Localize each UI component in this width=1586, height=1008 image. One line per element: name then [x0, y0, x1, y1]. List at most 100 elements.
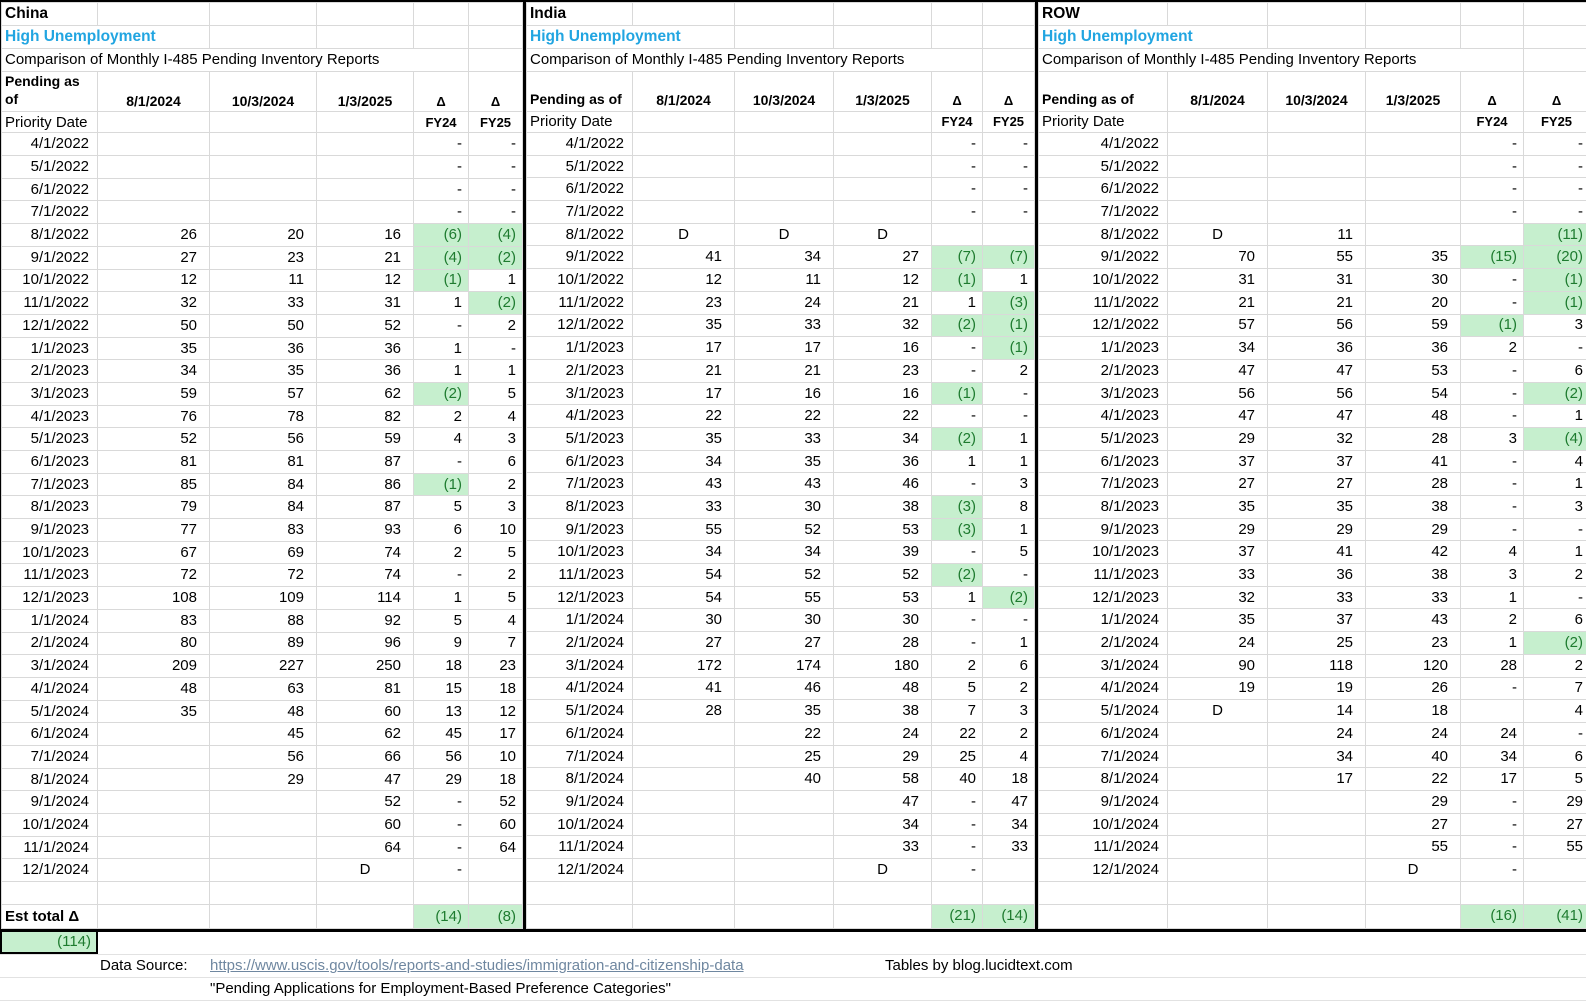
value-cell[interactable]: 33 [734, 313, 834, 338]
cell-empty[interactable] [316, 2, 414, 26]
cell-empty[interactable] [97, 904, 210, 930]
priority-date-cell[interactable]: 10/1/2024 [1, 813, 98, 837]
value-cell[interactable]: - [1460, 812, 1524, 837]
value-cell[interactable]: 48 [833, 676, 932, 701]
value-cell[interactable]: 22 [833, 404, 932, 428]
report-date-header[interactable]: 10/3/2024 [209, 70, 317, 113]
value-cell[interactable] [1167, 721, 1268, 746]
value-cell[interactable]: (3) [931, 517, 983, 542]
value-cell[interactable]: 20 [209, 223, 317, 247]
value-cell[interactable]: - [982, 177, 1035, 202]
report-date-header[interactable]: 10/3/2024 [734, 71, 834, 112]
value-cell[interactable]: 18 [413, 654, 469, 678]
priority-date-cell[interactable]: 1/1/2023 [1, 336, 98, 361]
value-cell[interactable]: - [413, 313, 469, 338]
value-cell[interactable] [209, 835, 317, 860]
value-cell[interactable]: 59 [316, 427, 414, 451]
value-cell[interactable]: 35 [1365, 245, 1461, 270]
cell-empty[interactable] [316, 111, 414, 134]
value-cell[interactable]: 114 [316, 586, 414, 610]
value-cell[interactable]: 54 [1365, 381, 1461, 406]
value-cell[interactable]: 37 [1267, 449, 1366, 474]
cell-empty[interactable] [526, 880, 633, 905]
value-cell[interactable]: - [931, 132, 983, 156]
value-cell[interactable]: - [1460, 517, 1524, 542]
delta-header[interactable]: Δ [468, 70, 523, 113]
value-cell[interactable]: 6 [468, 450, 523, 474]
value-cell[interactable]: 72 [97, 563, 210, 588]
value-cell[interactable]: - [1460, 132, 1524, 156]
cell-empty[interactable] [982, 880, 1035, 905]
est-total-label[interactable] [526, 903, 633, 929]
value-cell[interactable]: 2 [468, 563, 523, 588]
value-cell[interactable]: 48 [1365, 404, 1461, 428]
value-cell[interactable] [632, 858, 735, 882]
value-cell[interactable]: 1 [1523, 404, 1586, 428]
value-cell[interactable] [734, 858, 834, 882]
value-cell[interactable]: 43 [1365, 608, 1461, 633]
value-cell[interactable]: - [931, 631, 983, 655]
priority-date-cell[interactable]: 8/1/2024 [526, 767, 633, 791]
value-cell[interactable] [1267, 200, 1366, 224]
value-cell[interactable]: 55 [1365, 835, 1461, 859]
value-cell[interactable] [316, 200, 414, 225]
value-cell[interactable]: - [982, 381, 1035, 406]
value-cell[interactable]: - [1460, 177, 1524, 202]
value-cell[interactable]: - [982, 154, 1035, 179]
value-cell[interactable]: 32 [1267, 426, 1366, 451]
value-cell[interactable]: 39 [833, 540, 932, 565]
priority-date-cell[interactable]: 9/1/2024 [1, 790, 98, 814]
value-cell[interactable]: - [1460, 154, 1524, 179]
cell-empty[interactable] [97, 111, 210, 134]
value-cell[interactable]: 22 [632, 404, 735, 428]
value-cell[interactable]: 24 [1267, 721, 1366, 746]
cell-empty[interactable] [982, 48, 1035, 72]
value-cell[interactable]: 36 [1267, 563, 1366, 587]
value-cell[interactable]: 35 [734, 449, 834, 474]
value-cell[interactable]: (4) [468, 223, 523, 247]
fy24-header[interactable]: FY24 [413, 111, 469, 134]
cell-empty[interactable] [316, 881, 414, 906]
value-cell[interactable]: 7 [1523, 676, 1586, 701]
priority-date-cell[interactable]: 8/1/2022 [526, 222, 633, 247]
value-cell[interactable]: D [632, 222, 735, 247]
value-cell[interactable]: 33 [1267, 585, 1366, 610]
value-cell[interactable] [209, 813, 317, 837]
value-cell[interactable]: 21 [734, 358, 834, 383]
value-cell[interactable]: - [468, 177, 523, 202]
value-cell[interactable]: 35 [632, 426, 735, 451]
cell-empty[interactable] [1365, 111, 1461, 133]
value-cell[interactable]: 64 [468, 835, 523, 860]
value-cell[interactable]: - [413, 200, 469, 225]
value-cell[interactable]: 1 [982, 426, 1035, 451]
value-cell[interactable] [931, 222, 983, 247]
value-cell[interactable]: 35 [1267, 495, 1366, 519]
value-cell[interactable]: 34 [632, 540, 735, 565]
value-cell[interactable] [1167, 767, 1268, 791]
value-cell[interactable]: 62 [316, 722, 414, 746]
value-cell[interactable]: 15 [413, 676, 469, 701]
value-cell[interactable]: 17 [1267, 767, 1366, 791]
priority-date-cell[interactable]: 7/1/2023 [1038, 472, 1168, 496]
priority-date-cell[interactable]: 5/1/2023 [1, 427, 98, 451]
priority-date-cell[interactable]: 12/1/2022 [1038, 313, 1168, 338]
est-total-fy24[interactable]: (21) [931, 903, 983, 929]
value-cell[interactable]: 25 [734, 744, 834, 769]
value-cell[interactable]: (1) [931, 381, 983, 406]
value-cell[interactable]: 81 [209, 450, 317, 474]
priority-date-cell[interactable]: 5/1/2024 [1, 699, 98, 724]
value-cell[interactable]: 56 [1267, 313, 1366, 338]
priority-date-cell[interactable]: 5/1/2022 [526, 154, 633, 179]
value-cell[interactable]: 41 [632, 245, 735, 270]
value-cell[interactable]: 33 [209, 291, 317, 315]
value-cell[interactable]: 76 [97, 404, 210, 429]
value-cell[interactable]: 46 [734, 676, 834, 701]
value-cell[interactable]: 38 [833, 495, 932, 519]
fy25-header[interactable]: FY25 [982, 111, 1035, 133]
est-total-fy24[interactable]: (14) [413, 904, 469, 930]
cell-empty[interactable] [1267, 25, 1366, 49]
priority-date-cell[interactable]: 6/1/2024 [526, 721, 633, 746]
value-cell[interactable]: 1 [931, 449, 983, 474]
priority-date-cell[interactable]: 10/1/2023 [1, 540, 98, 565]
value-cell[interactable]: 109 [209, 586, 317, 610]
